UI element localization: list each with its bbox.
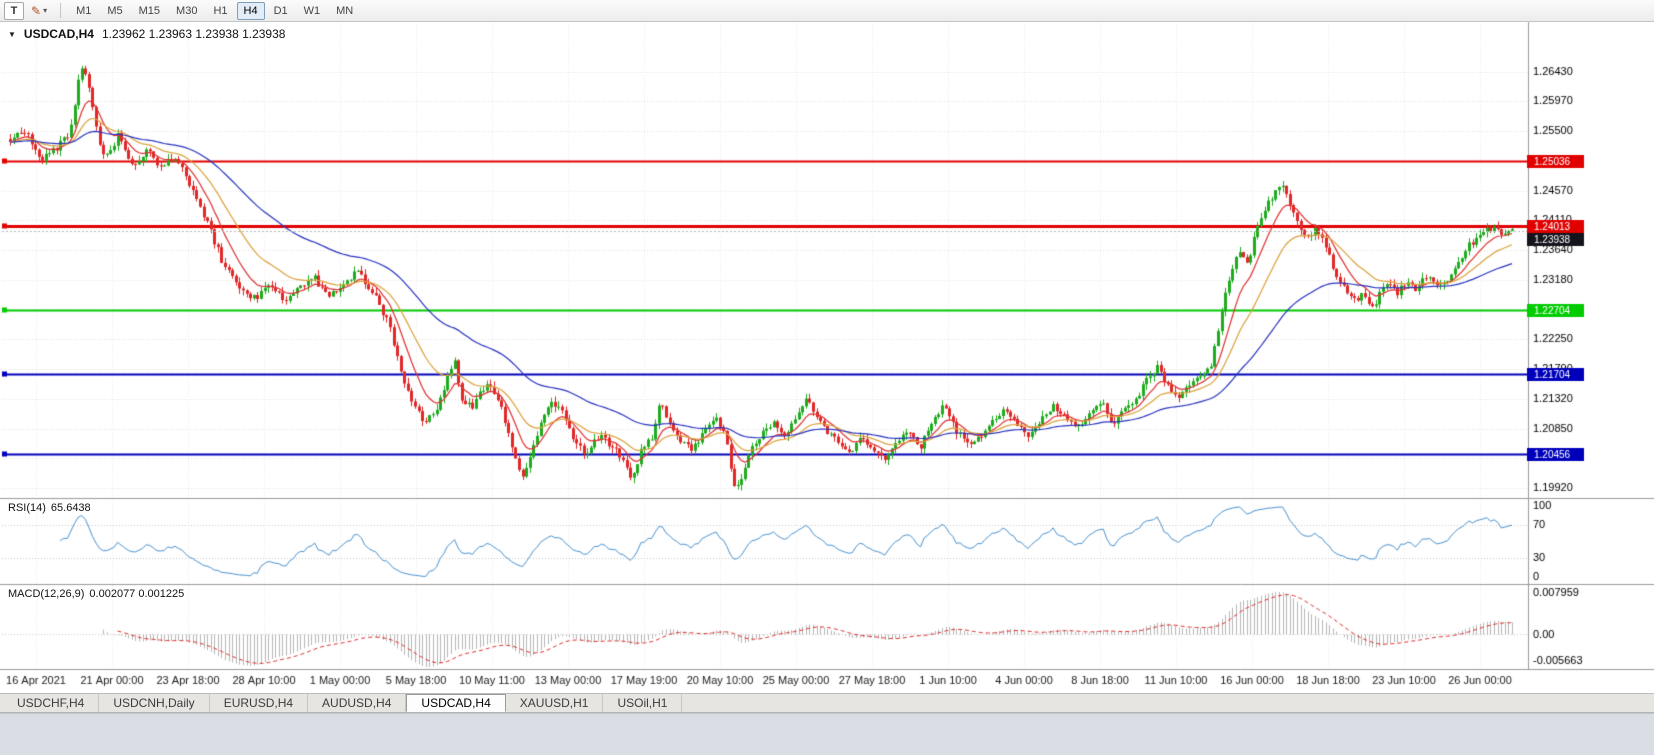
tab-audusd-h4[interactable]: AUDUSD,H4 bbox=[308, 694, 407, 712]
timeframe-h1-button[interactable]: H1 bbox=[206, 2, 234, 20]
draw-tool-button[interactable]: ✎ ▾ bbox=[26, 2, 52, 20]
tab-usdchf-h4[interactable]: USDCHF,H4 bbox=[3, 694, 100, 712]
chart-canvas[interactable] bbox=[0, 22, 1654, 693]
tab-usdcnh-daily[interactable]: USDCNH,Daily bbox=[99, 694, 210, 712]
tab-usdcad-h4[interactable]: USDCAD,H4 bbox=[406, 694, 506, 712]
chevron-down-icon: ▾ bbox=[43, 6, 48, 15]
chart-window: ▼ USDCAD,H4 1.23962 1.23963 1.23938 1.23… bbox=[0, 22, 1654, 693]
tab-usoil-h1[interactable]: USOil,H1 bbox=[603, 694, 683, 712]
top-toolbar: T ✎ ▾ M1 M5 M15 M30 H1 H4 D1 W1 MN bbox=[0, 0, 1654, 22]
timeframe-w1-button[interactable]: W1 bbox=[297, 2, 328, 20]
timeframe-m15-button[interactable]: M15 bbox=[132, 2, 167, 20]
chart-tab-bar: USDCHF,H4 USDCNH,Daily EURUSD,H4 AUDUSD,… bbox=[0, 693, 1654, 713]
timeframe-m5-button[interactable]: M5 bbox=[100, 2, 129, 20]
tab-eurusd-h4[interactable]: EURUSD,H4 bbox=[210, 694, 309, 712]
text-tool-button[interactable]: T bbox=[4, 1, 24, 20]
toolbar-separator bbox=[60, 3, 62, 18]
timeframe-m1-button[interactable]: M1 bbox=[69, 2, 98, 20]
bottom-status-area bbox=[0, 713, 1654, 755]
timeframe-d1-button[interactable]: D1 bbox=[267, 2, 295, 20]
timeframe-mn-button[interactable]: MN bbox=[329, 2, 360, 20]
tab-xauusd-h1[interactable]: XAUUSD,H1 bbox=[506, 694, 604, 712]
timeframe-m30-button[interactable]: M30 bbox=[169, 2, 204, 20]
timeframe-h4-button[interactable]: H4 bbox=[236, 1, 265, 20]
pencil-icon: ✎ bbox=[31, 3, 42, 18]
